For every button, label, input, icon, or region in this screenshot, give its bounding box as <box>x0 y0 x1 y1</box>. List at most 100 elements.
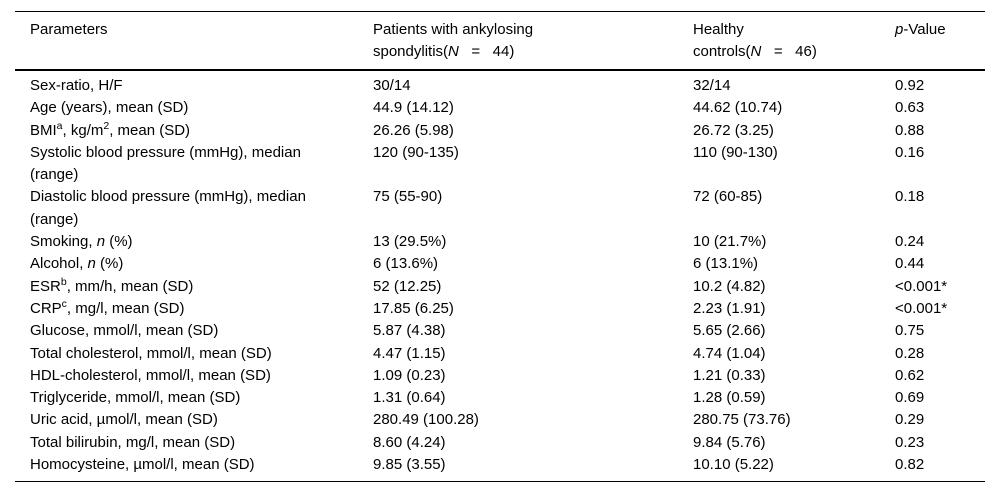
table-head: Parameters Patients with ankylosing spond… <box>15 11 985 71</box>
cell-p: 0.24 <box>895 233 925 251</box>
text-segment: n <box>87 255 96 273</box>
cell-parameter: Uric acid, µmol/l, mean (SD) <box>15 409 373 431</box>
cell-controls: 10.10 (5.22) <box>693 456 774 474</box>
text-segment: Smoking, <box>30 233 97 251</box>
cell-p: 0.44 <box>895 255 925 273</box>
cell-parameter: BMIa, kg/m2, mean (SD) <box>15 120 373 142</box>
cell-patients: 4.47 (1.15) <box>373 344 446 362</box>
column-header-p_value: p-Value <box>895 11 985 71</box>
cell-parameter: HDL-cholesterol, mmol/l, mean (SD) <box>15 365 373 387</box>
cell-patients: 9.85 (3.55) <box>373 456 446 474</box>
cell-patients: 44.9 (14.12) <box>373 99 454 117</box>
table-row: Uric acid, µmol/l, mean (SD) 280.49 (100.… <box>15 409 985 431</box>
cell-parameter: ESRb, mm/h, mean (SD) <box>15 276 373 298</box>
cell-p: 0.82 <box>895 456 925 474</box>
cell-p: <0.001* <box>895 299 948 317</box>
text-segment: -Value <box>903 21 946 38</box>
text-segment: p <box>895 21 904 38</box>
cell-controls: 2.23 (1.91) <box>693 299 766 317</box>
table-row: CRPc, mg/l, mean (SD) 17.85 (6.25) 2.23 (1… <box>15 298 985 320</box>
cell-controls: 4.74 (1.04) <box>693 344 766 362</box>
table-row: Homocysteine, µmol/l, mean (SD) 9.85 (3.5… <box>15 454 985 482</box>
text-segment: Uric acid, µmol/l, mean (SD) <box>30 411 218 429</box>
table-row: Systolic blood pressure (mmHg), median (… <box>15 142 985 187</box>
superscript-marker: 2 <box>103 119 110 132</box>
superscript-marker: b <box>60 275 67 288</box>
table-row: BMIa, kg/m2, mean (SD) 26.26 (5.98) 26.72 … <box>15 120 985 142</box>
table-row: Sex-ratio, H/F 30/14 32/14 0.92 <box>15 70 985 97</box>
cell-patients: 1.31 (0.64) <box>373 389 446 407</box>
cell-patients: 13 (29.5%) <box>373 233 447 251</box>
table-row: Glucose, mmol/l, mean (SD) 5.87 (4.38) 5.6… <box>15 320 985 342</box>
text-segment: , mg/l, mean (SD) <box>66 299 185 317</box>
text-segment: BMI <box>30 121 57 139</box>
cell-p: 0.23 <box>895 433 925 451</box>
cell-patients: 30/14 <box>373 77 411 94</box>
text-segment: Triglyceride, mmol/l, mean (SD) <box>30 389 241 407</box>
text-segment: , mean (SD) <box>109 121 191 139</box>
cell-p: 0.18 <box>895 188 925 206</box>
table-row: HDL-cholesterol, mmol/l, mean (SD) 1.09 (… <box>15 365 985 387</box>
text-segment: Diastolic blood pressure (mmHg), median … <box>30 188 306 228</box>
cell-parameter: Total cholesterol, mmol/l, mean (SD) <box>15 343 373 365</box>
table-row: Total bilirubin, mg/l, mean (SD) 8.60 (4.… <box>15 432 985 454</box>
text-segment: ESR <box>30 277 61 295</box>
text-segment: Sex-ratio, H/F <box>30 77 123 94</box>
cell-p: 0.69 <box>895 389 925 407</box>
cell-p: <0.001* <box>895 277 948 295</box>
text-segment: Parameters <box>30 21 108 38</box>
cell-controls: 72 (60-85) <box>693 188 763 206</box>
cell-parameter: Sex-ratio, H/F <box>15 70 373 97</box>
cell-parameter: Triglyceride, mmol/l, mean (SD) <box>15 387 373 409</box>
header-row: Parameters Patients with ankylosing spond… <box>15 11 985 71</box>
text-segment: N <box>448 43 459 60</box>
cell-p: 0.62 <box>895 366 925 384</box>
cell-parameter: Age (years), mean (SD) <box>15 97 373 119</box>
cell-patients: 120 (90-135) <box>373 143 459 161</box>
cell-p: 0.92 <box>895 77 925 94</box>
text-segment: (%) <box>105 233 133 251</box>
text-segment: Age (years), mean (SD) <box>30 99 189 117</box>
text-segment: = 46) <box>761 43 817 60</box>
cell-controls: 10 (21.7%) <box>693 233 767 251</box>
column-header-controls: Healthy controls(N = 46) <box>693 11 895 71</box>
cell-p: 0.28 <box>895 344 925 362</box>
cell-controls: 1.21 (0.33) <box>693 366 766 384</box>
table-row: Alcohol, n (%) 6 (13.6%) 6 (13.1%) 0.44 <box>15 253 985 275</box>
cell-controls: 6 (13.1%) <box>693 255 759 273</box>
cell-controls: 32/14 <box>693 77 731 94</box>
text-segment: , kg/m <box>62 121 104 139</box>
cell-parameter: Diastolic blood pressure (mmHg), median … <box>15 186 373 231</box>
text-segment: Total cholesterol, mmol/l, mean (SD) <box>30 344 272 362</box>
cell-controls: 10.2 (4.82) <box>693 277 766 295</box>
table-row: Diastolic blood pressure (mmHg), median … <box>15 186 985 231</box>
cell-parameter: Homocysteine, µmol/l, mean (SD) <box>15 454 373 482</box>
cell-patients: 5.87 (4.38) <box>373 322 446 340</box>
table-row: Age (years), mean (SD) 44.9 (14.12) 44.62 … <box>15 97 985 119</box>
cell-patients: 1.09 (0.23) <box>373 366 446 384</box>
column-header-parameters: Parameters <box>15 11 373 71</box>
table-row: Total cholesterol, mmol/l, mean (SD) 4.47… <box>15 343 985 365</box>
text-segment: Glucose, mmol/l, mean (SD) <box>30 322 219 340</box>
cell-p: 0.16 <box>895 143 925 161</box>
cell-controls: 44.62 (10.74) <box>693 99 783 117</box>
cell-controls: 280.75 (73.76) <box>693 411 791 429</box>
cell-controls: 110 (90-130) <box>693 143 778 161</box>
superscript-marker: a <box>56 119 63 132</box>
text-segment: Alcohol, <box>30 255 88 273</box>
cell-patients: 8.60 (4.24) <box>373 433 446 451</box>
cell-controls: 1.28 (0.59) <box>693 389 766 407</box>
text-segment: , mm/h, mean (SD) <box>66 277 194 295</box>
table-row: Smoking, n (%) 13 (29.5%) 10 (21.7%) 0.24 <box>15 231 985 253</box>
table-row: ESRb, mm/h, mean (SD) 52 (12.25) 10.2 (4.8… <box>15 276 985 298</box>
text-segment: HDL-cholesterol, mmol/l, mean (SD) <box>30 366 271 384</box>
text-segment: = 44) <box>458 43 515 60</box>
cell-patients: 52 (12.25) <box>373 277 442 295</box>
text-segment: (%) <box>95 255 124 273</box>
cell-controls: 5.65 (2.66) <box>693 322 766 340</box>
text-segment: Homocysteine, µmol/l, mean (SD) <box>30 456 255 474</box>
cell-parameter: Systolic blood pressure (mmHg), median (… <box>15 142 373 187</box>
superscript-marker: c <box>61 297 67 310</box>
cell-p: 0.29 <box>895 411 925 429</box>
